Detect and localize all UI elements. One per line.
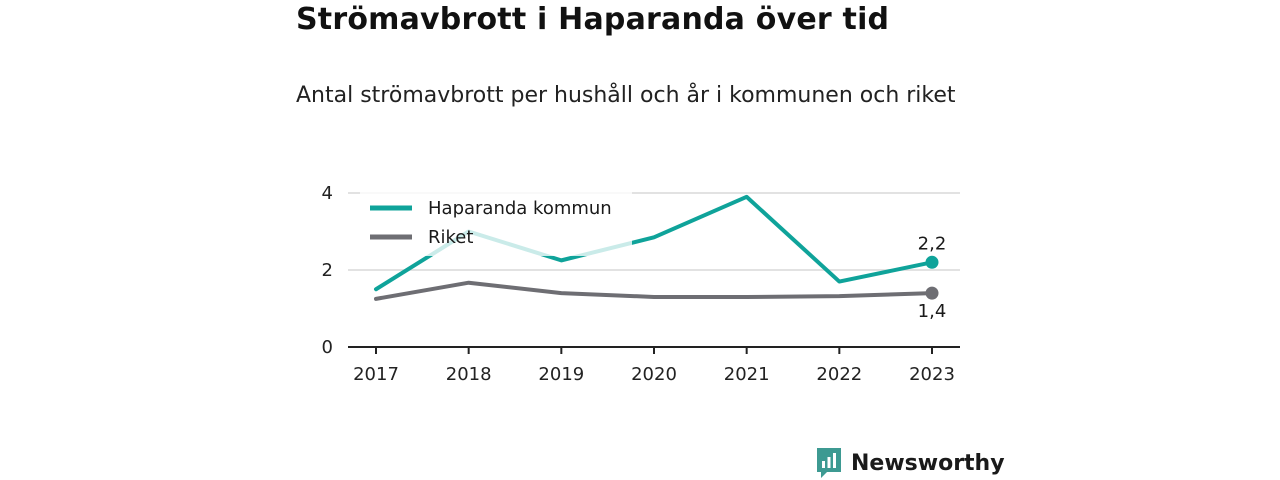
end-label-riket: 1,4 [918,301,947,322]
end-point-haparanda [925,255,939,269]
y-tick-label: 2 [322,260,333,281]
x-tick-label: 2021 [724,364,770,385]
data-labels: 2,2 1,4 [918,233,947,322]
x-tick-label: 2023 [909,364,955,385]
y-tick-label: 4 [322,183,333,204]
newsworthy-logo-icon [817,448,841,478]
brand-logo: Newsworthy [815,446,1005,480]
x-axis: 2017 2018 2019 2020 2021 2022 2023 [348,346,960,385]
legend-label-haparanda: Haparanda kommun [428,198,612,219]
x-tick-label: 2022 [816,364,862,385]
chart-subtitle: Antal strömavbrott per hushåll och år i … [296,83,956,108]
series-line-riket [374,280,934,301]
x-tick-label: 2019 [538,364,584,385]
brand-name: Newsworthy [851,450,1005,476]
legend-label-riket: Riket [428,227,473,248]
legend: Haparanda kommun Riket [360,192,632,256]
y-tick-label: 0 [322,337,333,358]
end-label-haparanda: 2,2 [918,233,947,254]
y-axis-ticks: 0 2 4 [322,183,333,358]
legend-background [360,192,632,256]
chart-title: Strömavbrott i Haparanda över tid [296,2,890,37]
end-point-riket [925,286,939,300]
x-tick-label: 2020 [631,364,677,385]
x-tick-label: 2018 [446,364,492,385]
x-tick-label: 2017 [353,364,399,385]
